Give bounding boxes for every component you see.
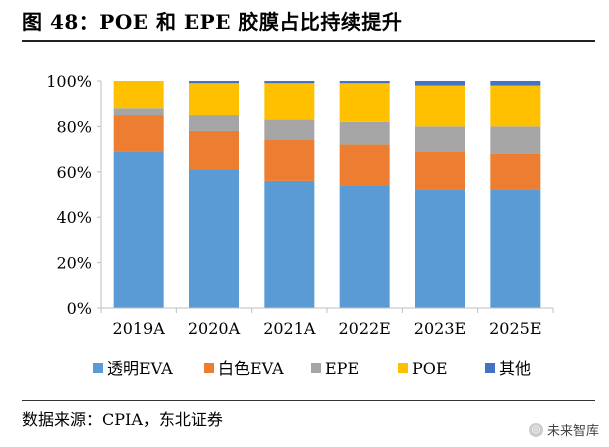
- stacked-bar-chart: 0%20%40%60%80%100% 2019A 2020A 2021A 2022E 2…: [46, 72, 554, 378]
- x-tick-label: 2025E: [489, 319, 541, 338]
- legend-swatch: [485, 363, 495, 373]
- y-tick-label: 0%: [67, 299, 92, 318]
- legend: 透明EVA 白色EVA EPE POE 其他: [93, 359, 531, 378]
- bar-segment-1-3: [339, 144, 390, 186]
- bar-segment-3-1: [189, 83, 239, 116]
- legend-label: 透明EVA: [107, 359, 173, 378]
- bar-segment-1-4: [415, 151, 465, 190]
- x-tick-label: 2022E: [338, 319, 390, 338]
- bar-segment-0-5: [490, 189, 541, 308]
- bar-segment-2-4: [415, 126, 465, 152]
- bar-segment-2-0: [113, 108, 164, 116]
- watermark-logo-icon: ◎: [528, 422, 543, 437]
- x-tick-label: 2021A: [263, 319, 316, 338]
- y-tick-label: 100%: [46, 72, 92, 91]
- y-tick-label: 40%: [56, 208, 92, 227]
- bar-segment-3-3: [339, 83, 390, 122]
- bar-segment-1-1: [189, 130, 239, 170]
- bar-segment-0-0: [113, 151, 164, 308]
- bar-segment-0-4: [415, 189, 465, 308]
- legend-swatch: [311, 363, 321, 373]
- bar-segment-3-2: [264, 83, 315, 120]
- bar-segment-0-1: [189, 169, 239, 308]
- bar-segment-4-1: [189, 81, 239, 84]
- bar-segment-4-5: [490, 81, 541, 86]
- x-tick-label: 2023E: [414, 319, 466, 338]
- watermark: ◎ 未来智库: [528, 420, 599, 439]
- watermark-text: 未来智库: [546, 424, 599, 439]
- source-note: 数据来源：CPIA，东北证券: [22, 410, 223, 429]
- legend-label: POE: [412, 359, 448, 378]
- legend-label: 白色EVA: [218, 359, 284, 378]
- legend-swatch: [204, 363, 214, 373]
- bar-segment-2-5: [490, 126, 541, 154]
- title-rule: [22, 40, 595, 42]
- legend-label: 其他: [499, 359, 531, 378]
- legend-swatch: [93, 363, 103, 373]
- bar-area: [113, 81, 541, 308]
- bar-segment-1-0: [113, 115, 164, 152]
- footer-rule: [22, 400, 595, 401]
- x-axis: 2019A 2020A 2021A 2022E 2023E 2025E: [100, 307, 554, 338]
- bar-segment-4-4: [415, 81, 465, 86]
- bar-segment-2-3: [339, 121, 390, 145]
- bar-segment-2-2: [264, 119, 315, 141]
- bar-segment-0-3: [339, 185, 390, 308]
- bar-segment-4-3: [339, 81, 390, 84]
- bar-segment-0-2: [264, 180, 315, 308]
- bar-segment-2-1: [189, 115, 239, 131]
- legend-label: EPE: [325, 359, 359, 378]
- bar-segment-3-4: [415, 85, 465, 127]
- bar-segment-3-0: [113, 81, 164, 109]
- bar-segment-1-2: [264, 140, 315, 181]
- x-tick-label: 2019A: [113, 319, 166, 338]
- bar-segment-4-2: [264, 81, 315, 84]
- y-axis: 0% 20% 40% 60% 80% 100%: [46, 72, 102, 318]
- x-tick-label: 2020A: [188, 319, 241, 338]
- y-tick-label: 20%: [56, 254, 92, 273]
- bar-segment-3-5: [490, 85, 541, 127]
- figure-title: 图 48：POE 和 EPE 胶膜占比持续提升: [22, 10, 403, 34]
- bar-segment-1-5: [490, 153, 541, 190]
- y-tick-label: 80%: [56, 117, 92, 136]
- y-tick-label: 60%: [56, 163, 92, 182]
- legend-swatch: [398, 363, 408, 373]
